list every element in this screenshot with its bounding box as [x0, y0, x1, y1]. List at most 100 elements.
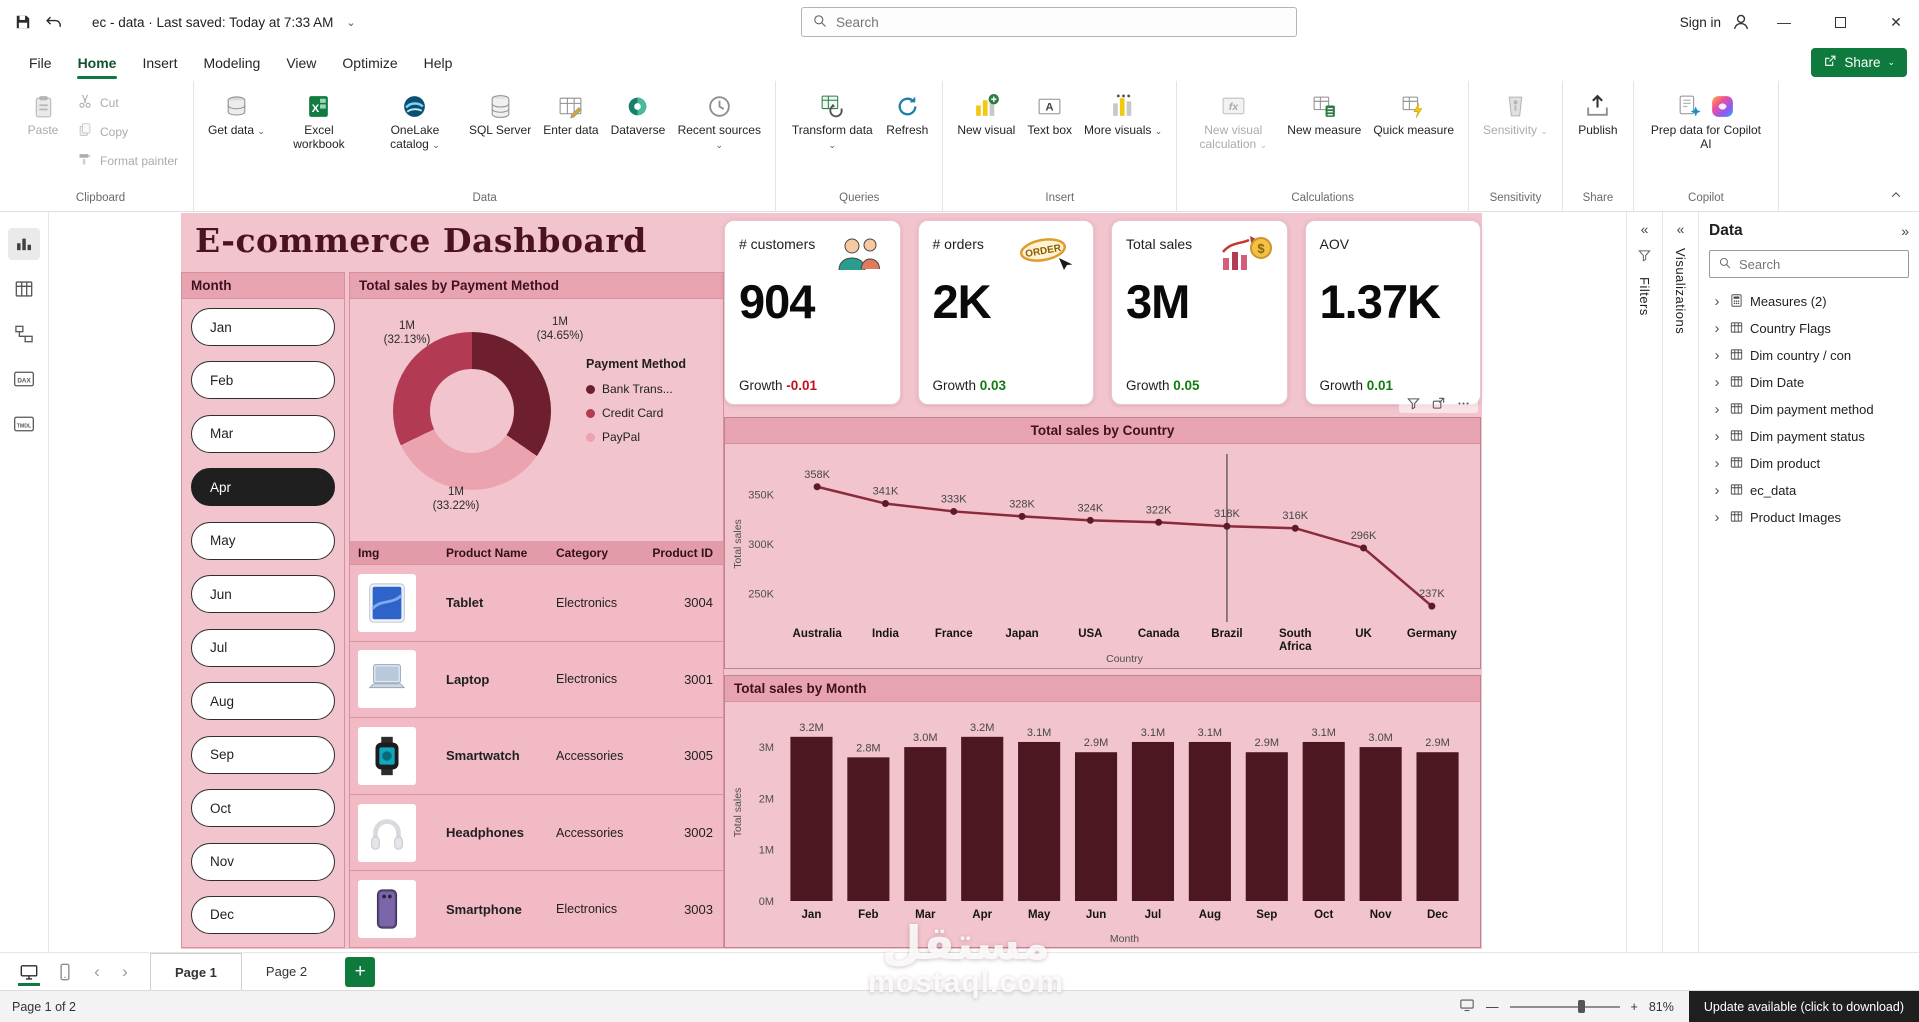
- chevron-right-icon[interactable]: ›: [1714, 482, 1720, 499]
- legend-item-bank-trans[interactable]: Bank Trans...: [586, 382, 686, 396]
- zoom-in-button[interactable]: +: [1630, 999, 1638, 1014]
- next-page-arrow[interactable]: ›: [122, 961, 128, 981]
- chevron-right-icon[interactable]: ›: [1714, 347, 1720, 364]
- ribbon-button-copy[interactable]: Copy: [71, 120, 184, 143]
- ribbon-button-quick-measure[interactable]: Quick measure: [1368, 87, 1459, 141]
- ribbon-button-enter-data[interactable]: Enter data: [538, 87, 603, 141]
- chevron-right-icon[interactable]: ›: [1714, 401, 1720, 418]
- report-view-button[interactable]: [8, 228, 40, 260]
- chevron-right-icon[interactable]: ›: [1714, 455, 1720, 472]
- data-table-ec-data[interactable]: › ec_data: [1709, 477, 1909, 504]
- kpi-card-total-sales[interactable]: Total sales $3M Growth 0.05: [1111, 220, 1288, 405]
- mobile-layout-icon[interactable]: [50, 957, 80, 987]
- kpi-card-orders[interactable]: # orders ORDER 2K Growth 0.03: [917, 220, 1094, 405]
- legend-item-credit-card[interactable]: Credit Card: [586, 406, 686, 420]
- menu-item-view[interactable]: View: [286, 54, 317, 71]
- close-button[interactable]: ✕: [1890, 13, 1902, 30]
- expand-filters-icon[interactable]: «: [1640, 221, 1649, 237]
- table-row-tablet[interactable]: Tablet Electronics 3004: [350, 565, 723, 642]
- ribbon-button-excel-workbook[interactable]: X Excel workbook: [272, 87, 366, 154]
- chevron-right-icon[interactable]: ›: [1714, 374, 1720, 391]
- chevron-right-icon[interactable]: ›: [1714, 293, 1720, 310]
- menu-item-optimize[interactable]: Optimize: [342, 54, 398, 71]
- collapse-data-pane-icon[interactable]: »: [1901, 223, 1909, 239]
- ribbon-button-refresh[interactable]: Refresh: [881, 87, 933, 141]
- maximize-button[interactable]: [1817, 0, 1863, 44]
- table-row-smartphone[interactable]: Smartphone Electronics 3003: [350, 871, 723, 947]
- ribbon-button-dataverse[interactable]: Dataverse: [606, 87, 671, 141]
- slicer-month-aug[interactable]: Aug: [191, 682, 335, 721]
- menu-item-modeling[interactable]: Modeling: [203, 54, 261, 71]
- slicer-month-nov[interactable]: Nov: [191, 842, 335, 881]
- ribbon-button-new-visual-calculation[interactable]: fx New visual calculation ⌄: [1186, 87, 1280, 155]
- ribbon-button-publish[interactable]: Publish: [1572, 87, 1624, 141]
- chevron-right-icon[interactable]: ›: [1714, 509, 1720, 526]
- ribbon-button-cut[interactable]: Cut: [71, 91, 184, 114]
- ribbon-button-transform-data[interactable]: Transform data ⌄: [785, 87, 879, 155]
- chevron-right-icon[interactable]: ›: [1714, 428, 1720, 445]
- data-search-input[interactable]: [1739, 256, 1915, 272]
- chevron-right-icon[interactable]: ›: [1714, 320, 1720, 337]
- add-page-button[interactable]: +: [345, 956, 376, 987]
- undo-icon[interactable]: [45, 13, 63, 31]
- slicer-month-sep[interactable]: Sep: [191, 735, 335, 774]
- ribbon-button-sql-server[interactable]: SQL Server: [464, 87, 536, 141]
- legend-item-paypal[interactable]: PayPal: [586, 430, 686, 444]
- data-table-country-flags[interactable]: › Country Flags: [1709, 315, 1909, 342]
- previous-page-arrow[interactable]: ‹: [94, 961, 100, 981]
- data-table-measures-2[interactable]: › Measures (2): [1709, 288, 1909, 315]
- zoom-slider-thumb[interactable]: [1577, 1000, 1585, 1013]
- ribbon-button-onelake-catalog[interactable]: OneLake catalog ⌄: [368, 87, 462, 155]
- slicer-month-jan[interactable]: Jan: [191, 308, 335, 346]
- visualizations-pane-label[interactable]: Visualizations: [1673, 248, 1688, 335]
- data-table-dim-product[interactable]: › Dim product: [1709, 450, 1909, 477]
- data-table-dim-payment-method[interactable]: › Dim payment method: [1709, 396, 1909, 423]
- slicer-month-dec[interactable]: Dec: [191, 895, 335, 934]
- collapse-ribbon-icon[interactable]: [1889, 188, 1903, 205]
- account-icon[interactable]: [1731, 12, 1751, 32]
- update-banner[interactable]: Update available (click to download): [1688, 991, 1919, 1022]
- slicer-month-oct[interactable]: Oct: [191, 789, 335, 828]
- menu-item-file[interactable]: File: [29, 54, 52, 71]
- bar-chart-total-sales-by-month[interactable]: Total sales by Month 0M 1M 2M 3M Total sales…: [724, 675, 1481, 948]
- data-search-box[interactable]: [1709, 250, 1915, 278]
- ribbon-button-recent-sources[interactable]: Recent sources ⌄: [672, 87, 766, 155]
- ribbon-button-format-painter[interactable]: Format painter: [71, 149, 184, 172]
- filters-pane-label[interactable]: Filters: [1637, 277, 1652, 316]
- focus-mode-icon[interactable]: [1431, 396, 1446, 411]
- share-button[interactable]: Share ⌄: [1811, 48, 1907, 77]
- zoom-level[interactable]: 81%: [1648, 999, 1674, 1014]
- data-table-dim-date[interactable]: › Dim Date: [1709, 369, 1909, 396]
- line-chart-plot[interactable]: 250K 300K 350K Total sales 358K 341K 333K 328K 3…: [725, 444, 1480, 668]
- menu-item-home[interactable]: Home: [65, 48, 130, 79]
- page-tab-page-2[interactable]: Page 2: [265, 964, 308, 979]
- filter-funnel-icon[interactable]: [1406, 396, 1421, 411]
- tmdl-view-button[interactable]: TMDL: [8, 408, 40, 440]
- model-view-button[interactable]: [8, 318, 40, 350]
- zoom-out-button[interactable]: —: [1486, 999, 1499, 1014]
- ribbon-button-get-data[interactable]: Get data ⌄: [203, 87, 270, 142]
- slicer-month-feb[interactable]: Feb: [191, 361, 335, 400]
- title-dropdown-icon[interactable]: ⌄: [346, 16, 356, 29]
- slicer-month-may[interactable]: May: [191, 521, 335, 560]
- menu-item-insert[interactable]: Insert: [142, 54, 178, 71]
- ribbon-button-new-visual[interactable]: New visual: [952, 87, 1020, 141]
- global-search-box[interactable]: [801, 7, 1297, 37]
- ribbon-button-text-box[interactable]: A Text box: [1022, 87, 1077, 141]
- table-row-smartwatch[interactable]: Smartwatch Accessories 3005: [350, 718, 723, 795]
- slicer-month-jul[interactable]: Jul: [191, 628, 335, 667]
- zoom-slider[interactable]: [1509, 999, 1620, 1014]
- expand-visualizations-icon[interactable]: «: [1676, 221, 1685, 237]
- data-table-dim-payment-status[interactable]: › Dim payment status: [1709, 423, 1909, 450]
- ribbon-button-sensitivity[interactable]: Sensitivity ⌄: [1478, 87, 1553, 142]
- save-icon[interactable]: [14, 13, 32, 31]
- kpi-card-aov[interactable]: AOV 1.37K Growth 0.01: [1304, 220, 1481, 405]
- dax-query-view-button[interactable]: DAX: [8, 363, 40, 395]
- report-canvas[interactable]: E-commerce Dashboard Month Jan Feb Mar Apr M…: [49, 212, 1626, 952]
- slicer-month-jun[interactable]: Jun: [191, 575, 335, 614]
- bar-chart-plot[interactable]: 0M 1M 2M 3M Total sales 3.2M Jan 2.8M Feb 3.0M Mar…: [725, 702, 1480, 947]
- more-options-icon[interactable]: [1456, 396, 1471, 411]
- ribbon-button-paste[interactable]: Paste: [17, 87, 69, 141]
- table-row-laptop[interactable]: Laptop Electronics 3001: [350, 641, 723, 719]
- kpi-card-customers[interactable]: # customers 904 Growth -0.01: [724, 220, 901, 405]
